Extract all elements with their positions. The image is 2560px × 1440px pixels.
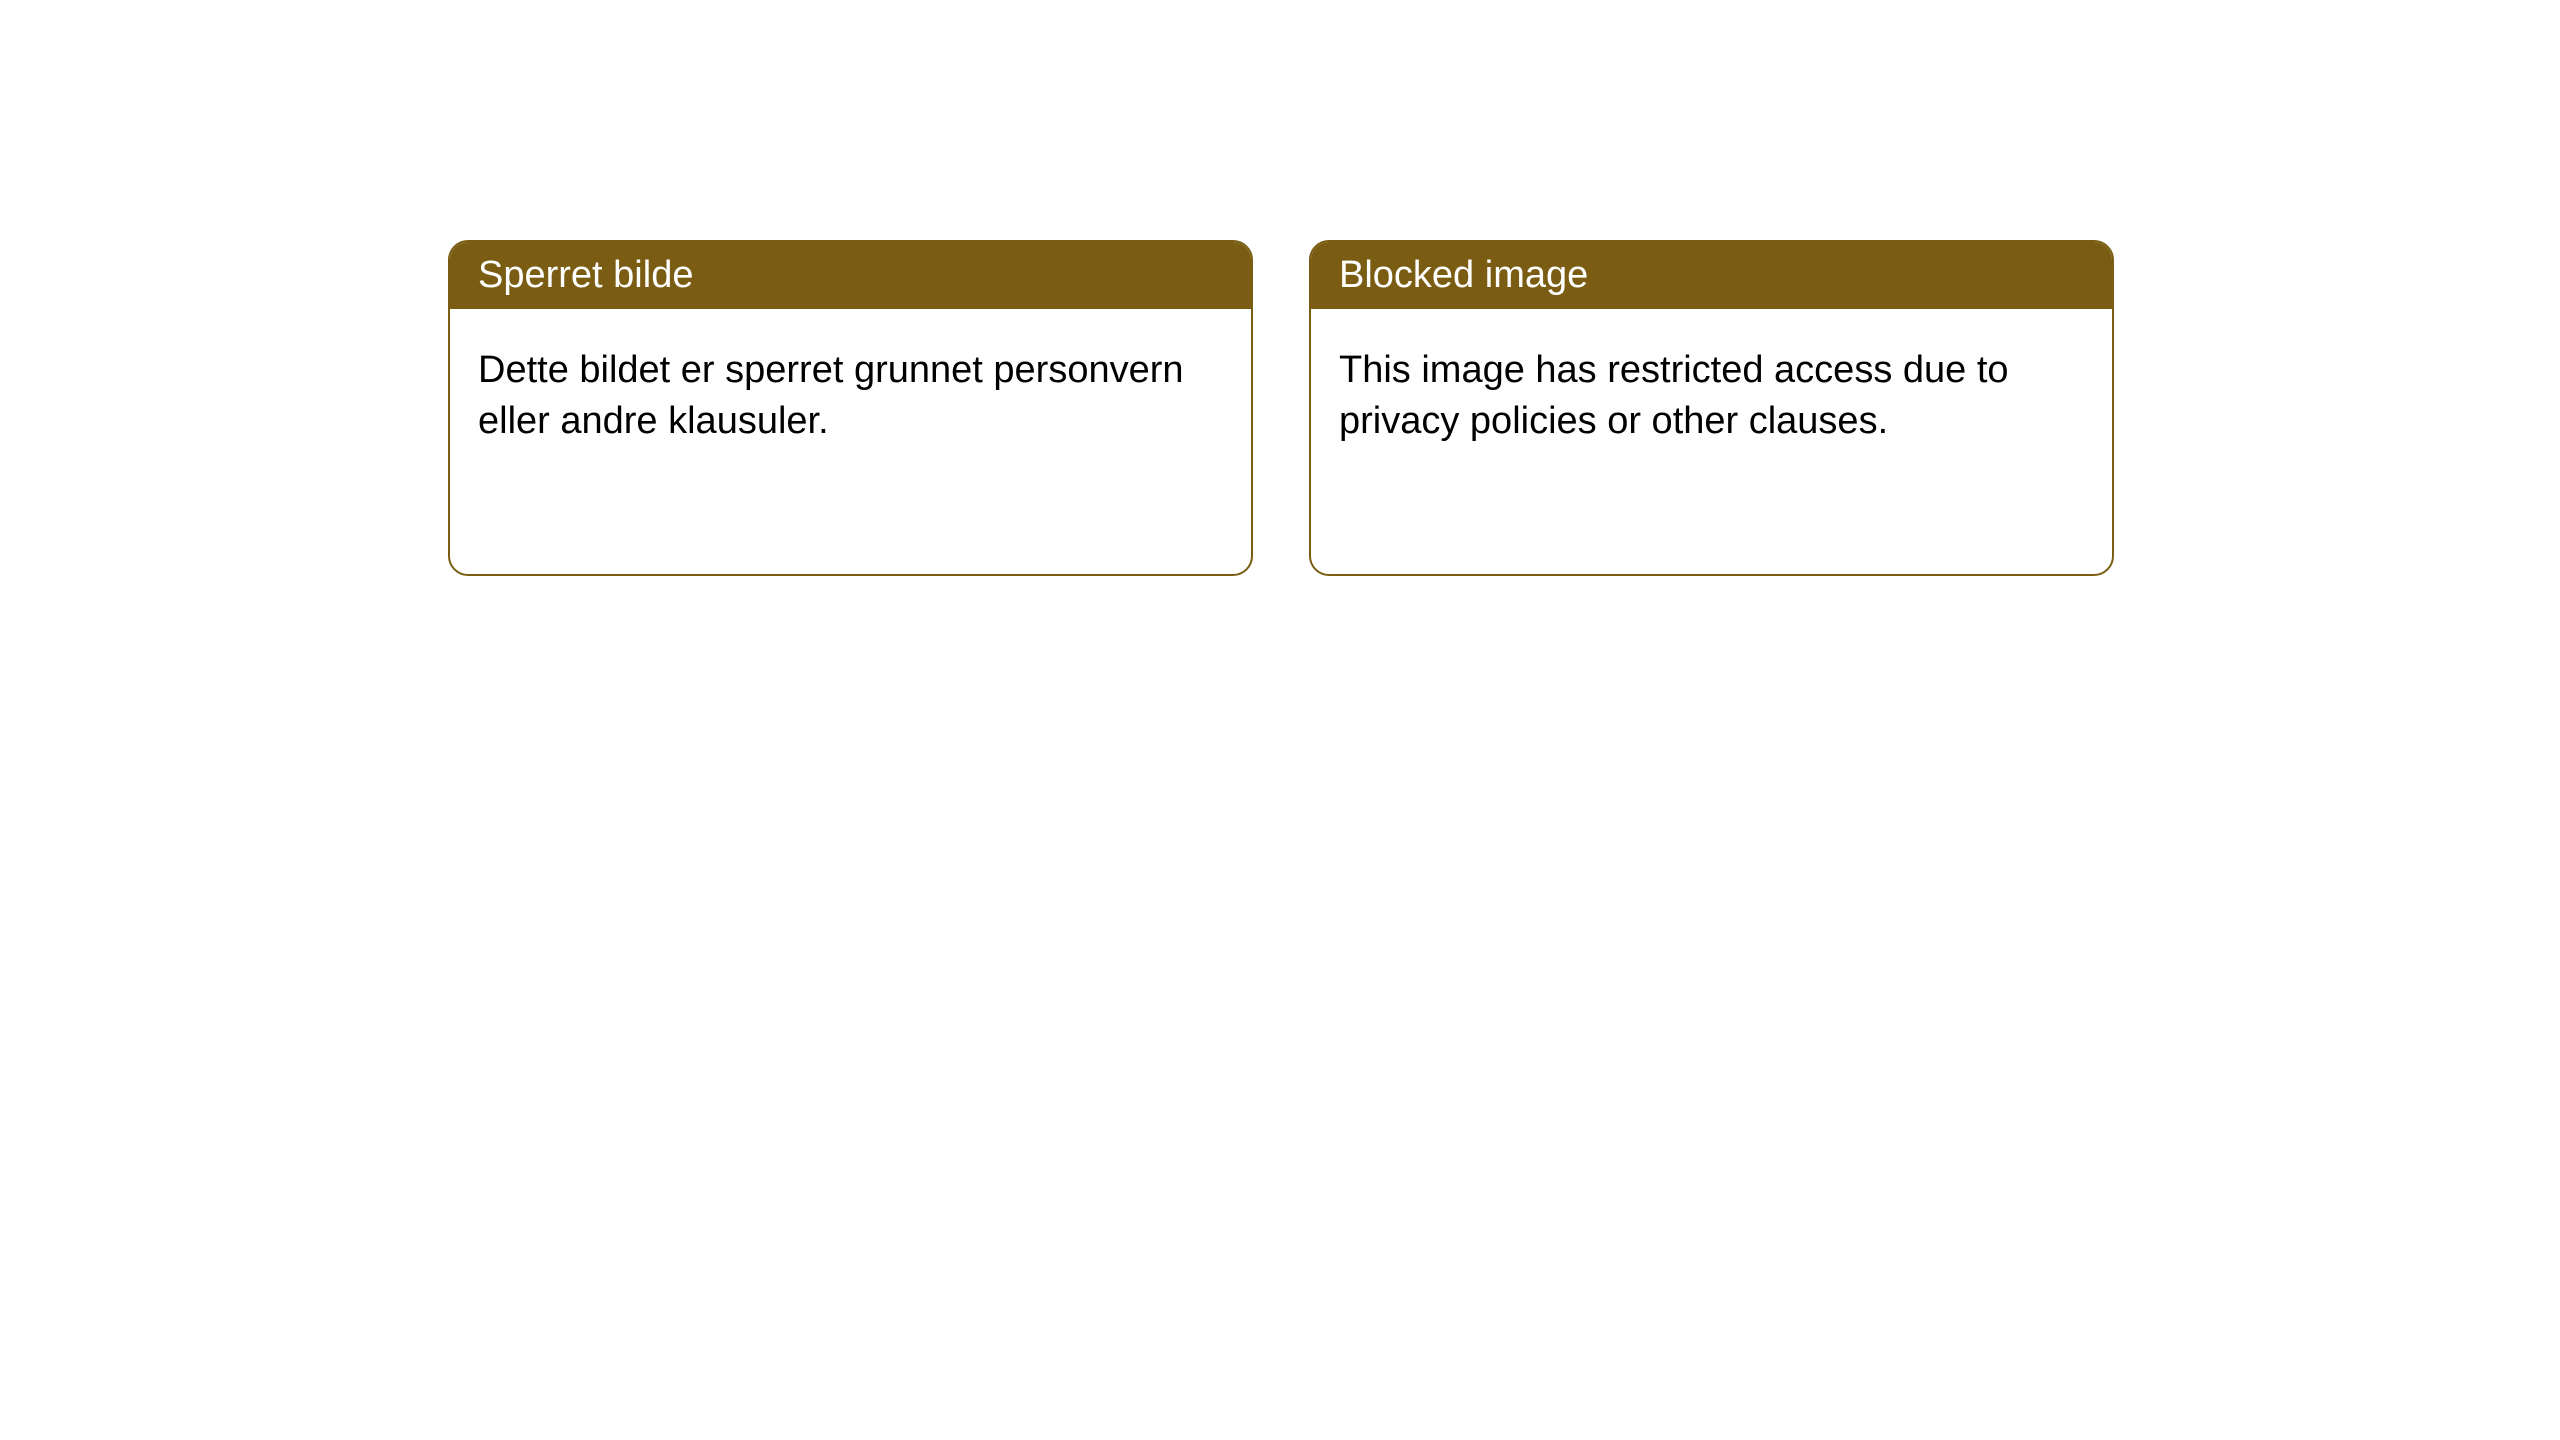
notice-card-norwegian: Sperret bilde Dette bildet er sperret gr… (448, 240, 1253, 576)
notice-cards-container: Sperret bilde Dette bildet er sperret gr… (448, 240, 2114, 576)
card-header: Sperret bilde (450, 242, 1251, 309)
card-body-text: Dette bildet er sperret grunnet personve… (478, 349, 1184, 442)
card-title: Blocked image (1339, 254, 1588, 296)
card-title: Sperret bilde (478, 254, 693, 296)
card-body: Dette bildet er sperret grunnet personve… (450, 309, 1251, 484)
card-header: Blocked image (1311, 242, 2112, 309)
card-body: This image has restricted access due to … (1311, 309, 2112, 484)
notice-card-english: Blocked image This image has restricted … (1309, 240, 2114, 576)
card-body-text: This image has restricted access due to … (1339, 349, 2009, 442)
